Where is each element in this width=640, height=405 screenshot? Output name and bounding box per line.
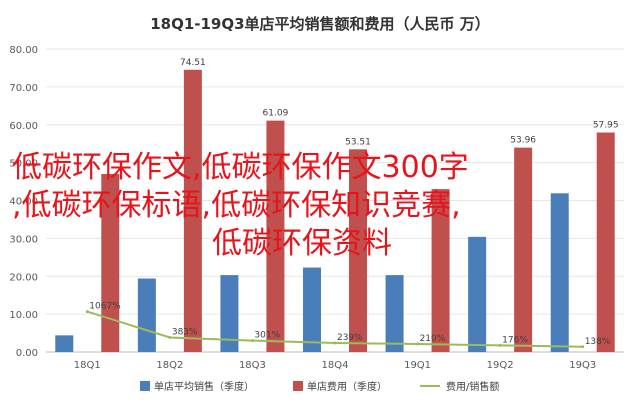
- bar: [514, 147, 533, 352]
- legend: 单店平均销售（季度） 单店费用（季度） 费用/销售额: [140, 380, 499, 393]
- x-tick-label: 19Q1: [404, 360, 431, 371]
- bar: [183, 69, 202, 353]
- ratio-value-label: 1067%: [89, 302, 121, 312]
- ratio-point: [498, 343, 502, 347]
- ratio-point: [85, 310, 89, 314]
- bars: 74.51 61.09 53.51 53.96 57.95: [55, 58, 619, 353]
- ratio-value-label: 301%: [254, 331, 280, 341]
- x-tick-label: 18Q4: [322, 360, 349, 371]
- ratio-point: [581, 345, 585, 349]
- x-tick-label: 19Q2: [487, 360, 514, 371]
- x-tick-label: 19Q3: [569, 360, 596, 371]
- overlay-line-2: ,低碳环保标语,低碳环保知识竞赛,: [12, 188, 461, 223]
- bar: [385, 275, 404, 352]
- y-tick-label: 80.00: [9, 45, 38, 56]
- ratio-point: [333, 341, 337, 345]
- ratio-value-label: 383%: [172, 327, 198, 337]
- legend-label: 单店费用（季度）: [307, 380, 387, 393]
- bar: [101, 173, 120, 352]
- bar-value-label: 61.09: [263, 109, 289, 119]
- bar-value-label: 74.51: [180, 58, 206, 68]
- y-tick-label: 0.00: [16, 348, 38, 359]
- chart-title: 18Q1-19Q3单店平均销售额和费用（人民币 万）: [150, 15, 490, 33]
- ratio-point: [416, 342, 420, 346]
- bar: [596, 132, 615, 352]
- y-tick-label: 20.00: [9, 272, 38, 283]
- ratio-value-label: 239%: [337, 333, 363, 343]
- x-tick-label: 18Q1: [74, 360, 101, 371]
- legend-swatch: [293, 381, 303, 391]
- x-tick-label: 18Q2: [156, 360, 183, 371]
- legend-swatch: [140, 381, 150, 391]
- y-tick-label: 10.00: [9, 310, 38, 321]
- y-tick-label: 70.00: [9, 83, 38, 94]
- bar-value-label: 57.95: [593, 121, 619, 131]
- y-tick-label: 30.00: [9, 234, 38, 245]
- bar: [550, 193, 569, 352]
- ratio-point: [168, 335, 172, 339]
- bar: [137, 278, 156, 352]
- ratio-value-label: 138%: [585, 337, 611, 347]
- bar: [349, 149, 367, 352]
- bar: [220, 275, 239, 352]
- bar-value-label: 53.96: [510, 136, 536, 146]
- bar-value-label: 53.51: [345, 137, 371, 147]
- overlay-line-3: 低碳环保资料: [212, 226, 392, 261]
- bar: [468, 236, 487, 352]
- bar: [55, 335, 74, 352]
- ratio-value-label: 210%: [420, 334, 446, 344]
- y-tick-label: 60.00: [9, 121, 38, 132]
- ratio-value-label: 176%: [502, 335, 528, 345]
- overlay-line-1: 低碳环保作文,低碳环保作文300字: [12, 150, 469, 185]
- bar: [266, 120, 285, 352]
- ratio-line: 1067% 383% 301% 239% 210% 176% 138%: [85, 302, 611, 349]
- legend-label: 费用/销售额: [446, 380, 499, 393]
- bar: [431, 189, 450, 352]
- ratio-point: [250, 339, 254, 343]
- legend-label: 单店平均销售（季度）: [154, 380, 254, 393]
- bar: [303, 267, 321, 352]
- y-tick-label: 40.00: [9, 197, 38, 208]
- y-tick-label: 50.00: [9, 159, 38, 170]
- x-tick-label: 18Q3: [239, 360, 266, 371]
- x-axis: 18Q1 18Q2 18Q3 18Q4 19Q1 19Q2 19Q3: [74, 360, 596, 371]
- y-axis: 0.00 10.00 20.00 30.00 40.00 50.00 60.00 70.00 8…: [9, 45, 38, 359]
